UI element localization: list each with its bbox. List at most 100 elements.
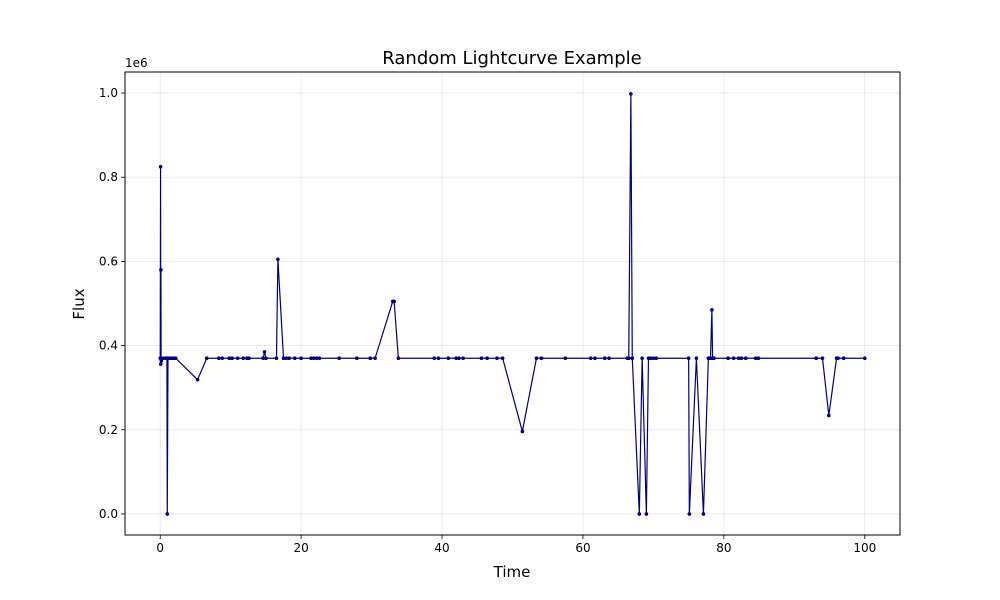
y-tick-label: 0.0 xyxy=(99,507,118,521)
data-point xyxy=(159,268,163,272)
x-tick-label: 60 xyxy=(575,541,590,555)
data-point xyxy=(314,356,319,361)
data-point xyxy=(317,356,322,361)
data-point xyxy=(454,356,458,361)
data-point xyxy=(814,356,818,361)
data-point xyxy=(841,356,846,361)
data-point xyxy=(287,356,291,361)
data-point xyxy=(220,356,225,361)
data-point xyxy=(158,362,163,366)
data-point xyxy=(461,356,465,361)
data-point xyxy=(539,356,544,361)
data-point xyxy=(479,356,484,361)
chart-title: Random Lightcurve Example xyxy=(382,48,641,69)
data-point xyxy=(281,356,286,361)
data-point xyxy=(457,356,461,361)
data-point xyxy=(640,356,644,361)
x-tick-label: 80 xyxy=(716,541,731,555)
data-point xyxy=(862,356,867,361)
data-point xyxy=(827,413,831,418)
y-tick-label: 1.0 xyxy=(99,86,118,100)
data-point xyxy=(173,356,178,361)
data-point xyxy=(648,356,653,361)
data-point xyxy=(312,356,316,361)
data-point xyxy=(630,356,635,361)
data-point xyxy=(712,356,716,361)
x-tick-label: 40 xyxy=(434,541,449,555)
data-point xyxy=(165,512,170,516)
data-point xyxy=(607,356,611,361)
data-point xyxy=(651,356,656,361)
data-point xyxy=(629,92,633,96)
data-point xyxy=(216,356,221,361)
data-point xyxy=(563,356,568,361)
data-point xyxy=(687,512,692,516)
data-point xyxy=(686,356,691,361)
series-markers xyxy=(158,92,867,516)
data-point xyxy=(354,356,359,361)
y-tick-label: 0.8 xyxy=(99,170,118,184)
data-point xyxy=(158,164,163,169)
x-tick-label: 20 xyxy=(293,541,308,555)
y-tick-label: 0.4 xyxy=(99,339,118,353)
data-point xyxy=(284,356,289,361)
data-point xyxy=(520,429,525,434)
plot-frame xyxy=(124,71,901,536)
x-tick-label: 0 xyxy=(156,541,164,555)
data-point xyxy=(820,356,825,361)
data-point xyxy=(500,356,505,361)
data-point xyxy=(731,356,736,361)
data-point xyxy=(739,356,744,361)
data-point xyxy=(309,356,313,361)
y-tick-label: 0.2 xyxy=(99,423,118,437)
data-point xyxy=(743,356,748,361)
data-point xyxy=(159,358,164,363)
y-axis-label: Flux xyxy=(70,288,88,319)
series-line-group xyxy=(159,93,865,515)
x-tick-label: 100 xyxy=(853,541,876,555)
data-point xyxy=(368,356,372,361)
data-point xyxy=(753,356,758,361)
data-point xyxy=(292,356,297,361)
data-point xyxy=(204,356,209,361)
data-point xyxy=(436,356,441,361)
data-point xyxy=(701,512,706,516)
data-point xyxy=(247,356,251,361)
data-point xyxy=(588,356,593,361)
data-point xyxy=(534,356,539,361)
grid xyxy=(125,72,900,535)
data-point xyxy=(396,356,401,361)
data-point xyxy=(644,512,649,516)
data-point xyxy=(276,257,280,262)
data-point xyxy=(227,356,232,361)
x-axis-label: Time xyxy=(493,563,531,581)
data-point xyxy=(230,356,234,361)
data-point xyxy=(235,356,240,361)
data-point xyxy=(495,356,499,361)
data-point xyxy=(836,356,840,361)
data-point xyxy=(337,356,341,361)
data-point xyxy=(261,356,265,361)
data-point xyxy=(593,356,597,361)
data-point xyxy=(274,356,279,361)
data-point xyxy=(392,299,396,304)
data-point xyxy=(710,308,714,312)
ticks: 0 20 40 60 80 100 0.0 0.2 0.4 0.6 0.8 1.0 xyxy=(99,86,876,555)
data-point xyxy=(299,356,303,361)
data-point xyxy=(241,356,246,361)
data-point xyxy=(626,356,631,361)
data-point xyxy=(726,356,730,361)
data-point xyxy=(446,356,451,361)
data-point xyxy=(432,356,437,361)
data-point xyxy=(736,356,741,361)
data-point xyxy=(373,356,377,361)
data-point xyxy=(654,356,659,361)
data-point xyxy=(264,356,268,361)
data-point xyxy=(637,512,642,516)
data-point xyxy=(195,377,200,382)
data-point xyxy=(694,356,699,361)
data-point xyxy=(756,356,761,361)
series-line xyxy=(159,93,865,515)
data-point xyxy=(485,356,489,361)
